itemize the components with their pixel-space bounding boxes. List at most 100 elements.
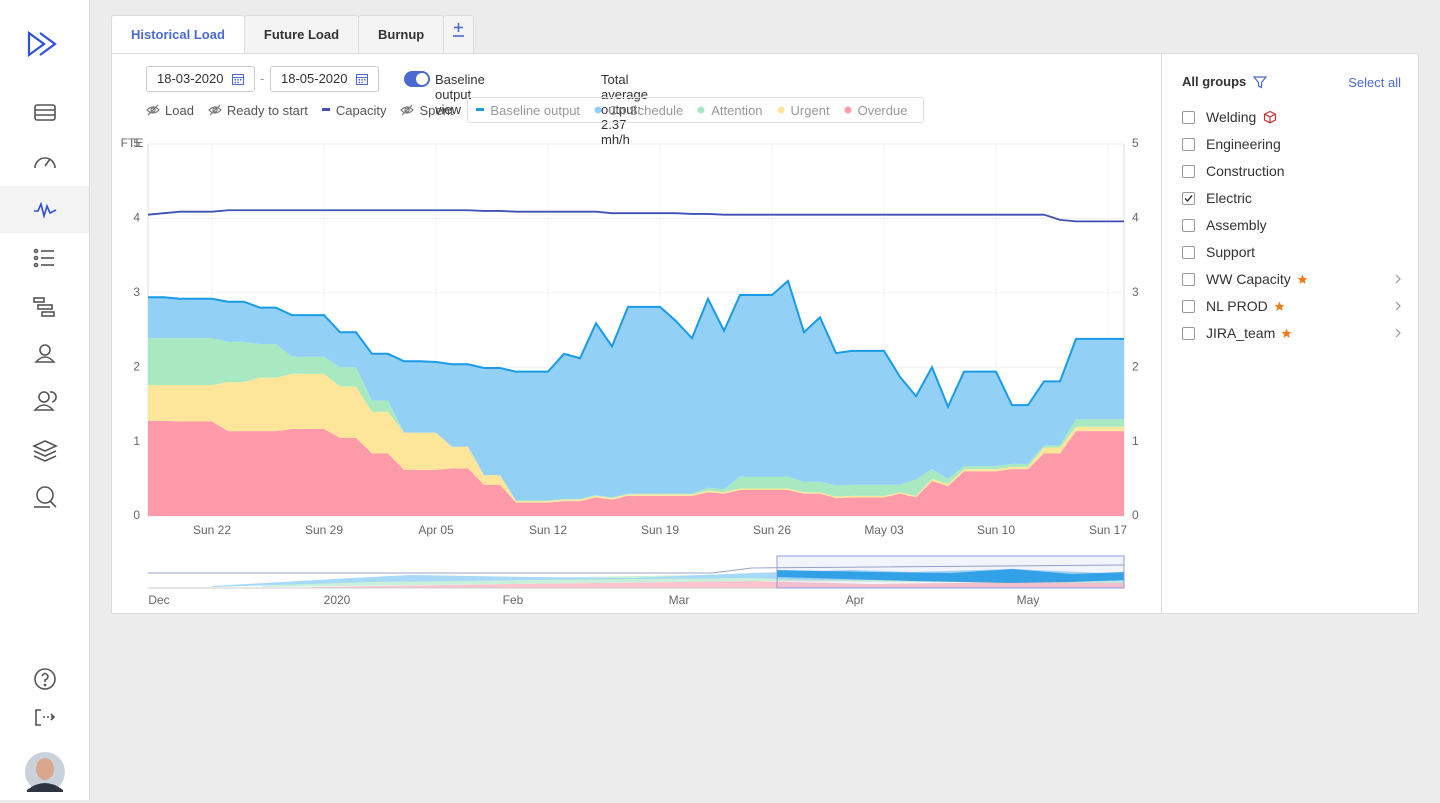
legend-item[interactable]: Baseline output	[476, 103, 580, 118]
legend-marker	[476, 108, 485, 111]
nav-tasks[interactable]	[33, 248, 55, 268]
navigator-baseline	[777, 569, 1124, 583]
navigator-label: Apr	[846, 593, 865, 607]
toggle[interactable]	[404, 71, 430, 87]
checkbox[interactable]	[1182, 137, 1195, 151]
group-name: Support	[1206, 244, 1256, 260]
legend-label: Urgent	[790, 102, 830, 118]
avatar[interactable]	[25, 752, 65, 792]
legend-marker	[777, 106, 785, 114]
x-tick-label: May 03	[864, 523, 904, 537]
group-row: Engineering	[1182, 134, 1402, 154]
expand-chevron[interactable]	[1394, 301, 1402, 311]
group-row: JIRA_team	[1182, 323, 1402, 343]
legend-item-hidden[interactable]: Ready to start	[208, 103, 308, 118]
expand-chevron[interactable]	[1394, 328, 1402, 338]
navigator-label: Feb	[503, 593, 524, 607]
y-tick-label: 4	[133, 211, 140, 225]
nav-team[interactable]	[33, 391, 57, 411]
legend-box: Baseline output On Schedule Attention Urgen…	[467, 97, 925, 123]
area-5	[148, 420, 1124, 516]
nav-logout[interactable]	[35, 709, 56, 726]
x-tick-label: Sun 12	[529, 523, 567, 537]
eye-off-icon	[146, 104, 160, 116]
navigator: Dec 2020 Feb Mar Apr May	[148, 555, 1125, 607]
nav-user[interactable]	[34, 344, 56, 363]
legend: Load Ready to start Capacity Spent Baseline …	[146, 97, 925, 123]
legend-item[interactable]: Urgent	[777, 103, 830, 118]
checkbox[interactable]	[1182, 218, 1195, 232]
nav-search[interactable]	[34, 486, 57, 508]
tab[interactable]: Future Load	[243, 15, 360, 53]
checkbox[interactable]	[1182, 191, 1195, 205]
legend-label: Attention	[711, 102, 763, 118]
add-icon	[453, 23, 465, 37]
date-input[interactable]: 18-05-2020	[270, 66, 379, 92]
checkbox[interactable]	[1182, 326, 1195, 340]
x-tick-label: Sun 22	[193, 523, 231, 537]
date-separator: -	[260, 71, 265, 86]
checkbox[interactable]	[1182, 110, 1195, 124]
checkbox[interactable]	[1182, 299, 1195, 313]
date-text: 18-03-2020	[157, 71, 224, 86]
nav-help[interactable]	[34, 668, 56, 690]
legend-item-hidden[interactable]: Spent	[400, 103, 453, 118]
legend-label: Capacity	[335, 102, 387, 118]
y2-tick-label: 5	[1132, 136, 1139, 150]
checkbox[interactable]	[1182, 272, 1195, 286]
x-tick-label: Apr 05	[418, 523, 454, 537]
nav-gantt[interactable]	[33, 297, 55, 317]
star-icon	[1274, 301, 1285, 311]
nav-load[interactable]	[34, 201, 57, 220]
nav-layers[interactable]	[32, 440, 58, 462]
line-1	[148, 279, 1124, 410]
tab[interactable]: Historical Load	[111, 15, 245, 54]
y-tick-label: 5	[133, 136, 140, 150]
legend-item[interactable]: Capacity	[321, 102, 387, 118]
group-name: NL PROD	[1206, 298, 1268, 314]
toggle-label: Baseline output view	[435, 72, 485, 117]
summary: Total average output: 2.37 mh/h	[601, 72, 648, 147]
x-tick-label: Sun 26	[753, 523, 791, 537]
legend-item-hidden[interactable]: Load	[146, 103, 194, 118]
x-tick-label: Sun 19	[641, 523, 679, 537]
checkbox[interactable]	[1182, 245, 1195, 259]
group-name: Welding	[1206, 109, 1257, 125]
group-row: Welding	[1182, 107, 1402, 127]
main-card: 0 1 2 3 4 5 0 1 2 3 4 5 FTE Sun 22 Sun 29 Apr 05 Sun 12 S…	[111, 53, 1419, 614]
legend-label: Ready to start	[226, 102, 308, 118]
date-input[interactable]: 18-03-2020	[146, 66, 255, 92]
tab[interactable]: Burnup	[358, 15, 445, 53]
group-row: Construction	[1182, 161, 1402, 181]
add-tab[interactable]	[443, 15, 475, 53]
group-row: Support	[1182, 242, 1402, 262]
y2-tick-label: 2	[1132, 359, 1139, 373]
legend-item[interactable]: On Schedule	[594, 103, 683, 118]
eye-off-icon	[208, 104, 222, 116]
checkbox[interactable]	[1182, 164, 1195, 178]
group-row: NL PROD	[1182, 296, 1402, 316]
legend-item[interactable]: Overdue	[844, 103, 907, 118]
star-icon	[1281, 328, 1292, 338]
nav-list[interactable]	[34, 104, 56, 121]
y-axis-label: FTE	[121, 136, 144, 150]
sidebar-icons	[0, 30, 89, 792]
nav-dashboard[interactable]	[34, 157, 56, 169]
group-name: Assembly	[1206, 217, 1267, 233]
group-row: Electric	[1182, 188, 1402, 208]
y-tick-label: 3	[133, 285, 140, 299]
group-name: JIRA_team	[1206, 325, 1276, 341]
y2-tick-label: 0	[1132, 508, 1139, 522]
sidebar	[0, 0, 90, 800]
legend-marker	[697, 106, 705, 114]
expand-chevron[interactable]	[1394, 274, 1402, 284]
group-name: Construction	[1206, 163, 1285, 179]
area-3	[148, 338, 1124, 502]
groups-header: All groups	[1182, 74, 1268, 89]
group-row: Assembly	[1182, 215, 1402, 235]
legend-item[interactable]: Attention	[697, 102, 763, 118]
y2-tick-label: 1	[1132, 434, 1139, 448]
navigator-attention	[262, 574, 1124, 587]
groups-title: All groups	[1182, 74, 1247, 89]
select-all[interactable]: Select all	[1348, 75, 1401, 90]
